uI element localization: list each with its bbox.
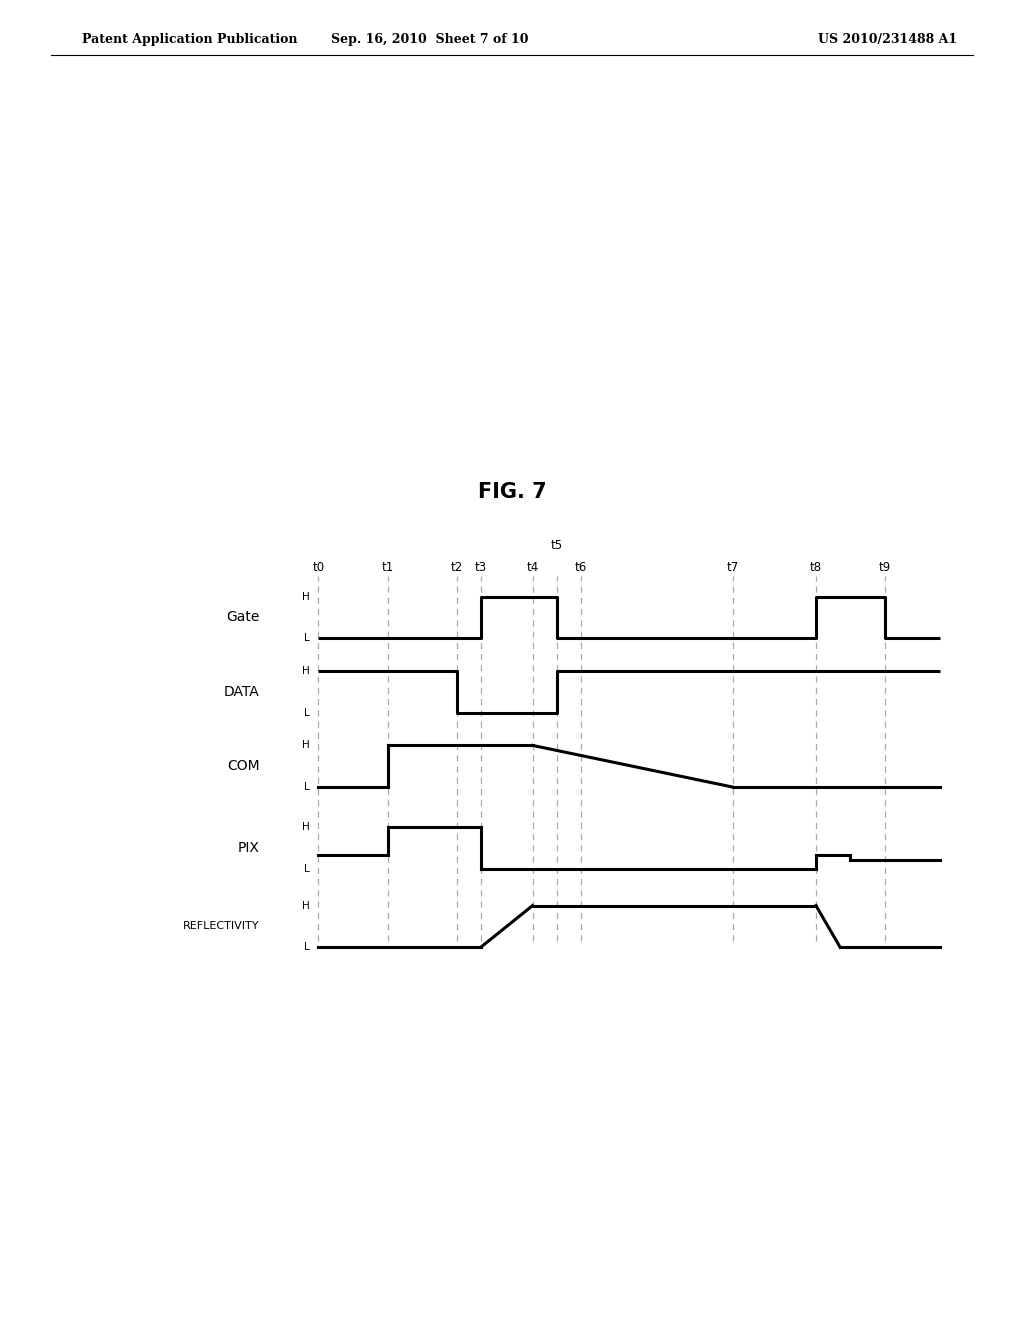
- Text: t6: t6: [574, 561, 587, 574]
- Text: t4: t4: [526, 561, 539, 574]
- Text: t2: t2: [451, 561, 463, 574]
- Text: COM: COM: [227, 759, 260, 774]
- Text: t5: t5: [551, 539, 563, 552]
- Text: Gate: Gate: [226, 610, 260, 624]
- Text: US 2010/231488 A1: US 2010/231488 A1: [818, 33, 957, 46]
- Text: L: L: [304, 865, 310, 874]
- Text: DATA: DATA: [224, 685, 260, 698]
- Text: Sep. 16, 2010  Sheet 7 of 10: Sep. 16, 2010 Sheet 7 of 10: [332, 33, 528, 46]
- Text: FIG. 7: FIG. 7: [477, 482, 547, 502]
- Text: H: H: [302, 822, 310, 833]
- Text: L: L: [304, 708, 310, 718]
- Text: t8: t8: [810, 561, 822, 574]
- Text: H: H: [302, 741, 310, 751]
- Text: t9: t9: [879, 561, 891, 574]
- Text: t1: t1: [381, 561, 393, 574]
- Text: H: H: [302, 900, 310, 911]
- Text: L: L: [304, 634, 310, 643]
- Text: L: L: [304, 783, 310, 792]
- Text: Patent Application Publication: Patent Application Publication: [82, 33, 297, 46]
- Text: t7: t7: [727, 561, 739, 574]
- Text: REFLECTIVITY: REFLECTIVITY: [183, 921, 260, 932]
- Text: t3: t3: [475, 561, 486, 574]
- Text: t0: t0: [312, 561, 325, 574]
- Text: H: H: [302, 667, 310, 676]
- Text: PIX: PIX: [238, 841, 260, 855]
- Text: L: L: [304, 942, 310, 952]
- Text: H: H: [302, 591, 310, 602]
